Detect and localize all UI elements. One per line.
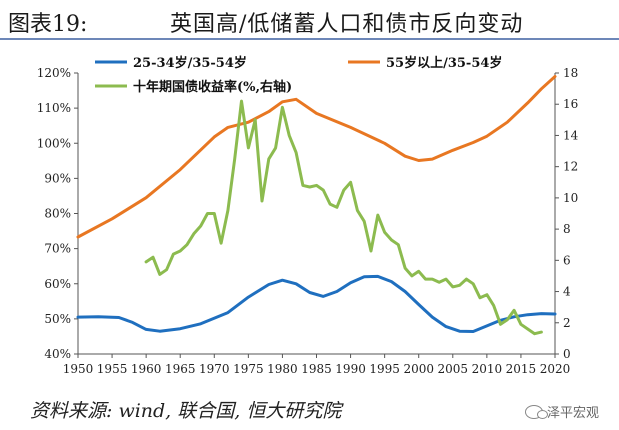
y-right-tick-label: 12 <box>563 160 578 174</box>
series-line-2 <box>76 75 557 239</box>
y-left-tick-label: 120% <box>37 66 71 80</box>
x-tick-label: 1975 <box>233 362 264 376</box>
x-tick-label: 1990 <box>335 362 366 376</box>
x-tick-label: 2015 <box>506 362 537 376</box>
y-left-tick-label: 40% <box>44 347 71 361</box>
source-note: 资料来源: wind, 联合国, 恒大研究院 <box>30 400 342 422</box>
watermark-text: 泽平宏观 <box>546 406 599 421</box>
wechat-icon <box>524 404 548 419</box>
watermark: 泽平宏观 <box>524 402 599 421</box>
figure-title: 英国高/低储蓄人口和债市反向变动 <box>170 12 524 37</box>
series-line-1 <box>76 274 557 333</box>
y-right-tick-label: 14 <box>563 128 579 142</box>
y-left-tick-label: 100% <box>37 136 71 150</box>
y-right-tick-label: 2 <box>563 316 571 330</box>
x-tick-label: 1995 <box>369 362 400 376</box>
x-tick-label: 2010 <box>472 362 503 376</box>
y-right-tick-label: 8 <box>563 222 571 236</box>
y-left-tick-label: 70% <box>44 242 71 256</box>
y-right-tick-label: 0 <box>563 347 571 361</box>
x-tick-label: 1950 <box>63 362 94 376</box>
figure-number: 图表19: <box>8 12 88 37</box>
y-right-tick-label: 16 <box>563 97 578 111</box>
y-right-tick-label: 18 <box>563 66 578 80</box>
x-tick-label: 1960 <box>131 362 162 376</box>
legend-label-2: 55岁以上/35-54岁 <box>386 55 502 71</box>
y-right-tick-label: 6 <box>563 253 571 267</box>
x-tick-label: 1965 <box>165 362 196 376</box>
x-tick-label: 2005 <box>438 362 469 376</box>
x-tick-label: 1955 <box>97 362 128 376</box>
chart-title: 图表19: 英国高/低储蓄人口和债市反向变动 <box>0 0 619 37</box>
y-right-tick-label: 4 <box>563 285 571 299</box>
legend-label-3: 十年期国债收益率(%,右轴) <box>133 79 292 95</box>
series-line-3 <box>144 99 543 336</box>
y-left-tick-label: 50% <box>44 312 71 326</box>
y-right-tick-label: 10 <box>563 191 578 205</box>
x-tick-label: 1980 <box>267 362 298 376</box>
y-left-tick-label: 80% <box>44 207 71 221</box>
y-left-tick-label: 110% <box>37 101 71 115</box>
legend-label-1: 25-34岁/35-54岁 <box>133 55 247 71</box>
x-tick-label: 2000 <box>403 362 434 376</box>
x-tick-label: 1970 <box>199 362 230 376</box>
line-chart: 40% 50% 60% 70% 80% 90% 100% 110% 120% 0 2 4 6 8 10 12 1… <box>37 55 579 376</box>
y-left-tick-label: 60% <box>44 277 71 291</box>
x-tick-label: 2020 <box>540 362 571 376</box>
x-tick-label: 1985 <box>301 362 332 376</box>
title-divider <box>0 38 619 40</box>
y-left-tick-label: 90% <box>44 171 71 185</box>
